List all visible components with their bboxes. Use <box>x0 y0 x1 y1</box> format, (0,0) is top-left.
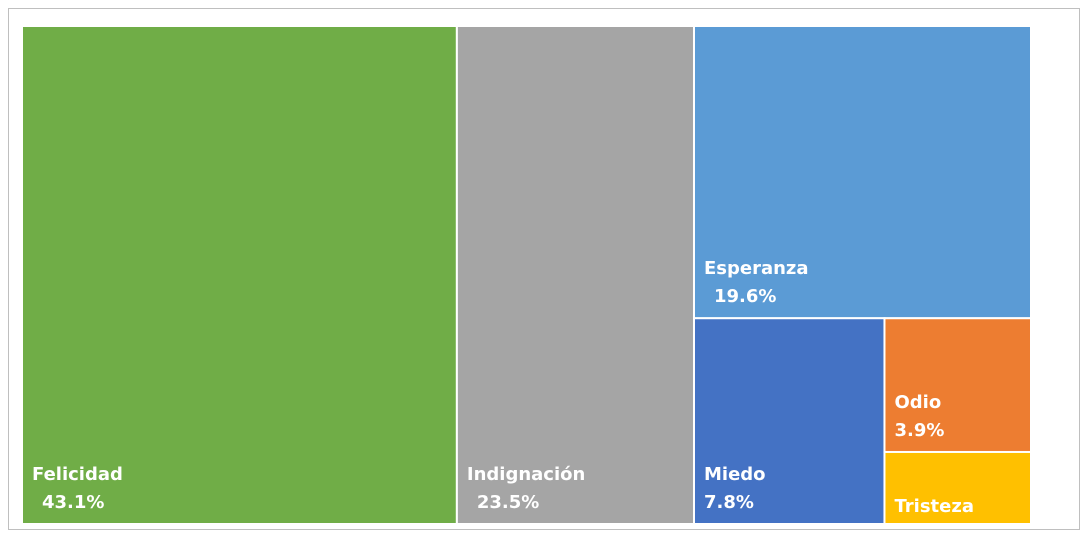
tile-label: Tristeza <box>894 496 974 517</box>
tile <box>692 25 1033 320</box>
value-label: 3.9% <box>894 420 944 441</box>
tile <box>21 25 458 525</box>
tile-label: Odio <box>894 392 941 413</box>
tile-label: Felicidad <box>32 464 123 485</box>
tile-label: Esperanza <box>704 258 809 279</box>
tile <box>692 317 886 526</box>
tile-label: Indignación <box>467 464 585 485</box>
tile <box>455 25 695 525</box>
tile <box>883 450 1032 525</box>
tile <box>883 317 1032 453</box>
value-label: 7.8% <box>704 492 754 513</box>
tile-label: Miedo <box>704 464 766 485</box>
value-label: 19.6% <box>714 286 776 307</box>
value-label: 23.5% <box>477 492 539 513</box>
value-label: 43.1% <box>42 492 104 513</box>
